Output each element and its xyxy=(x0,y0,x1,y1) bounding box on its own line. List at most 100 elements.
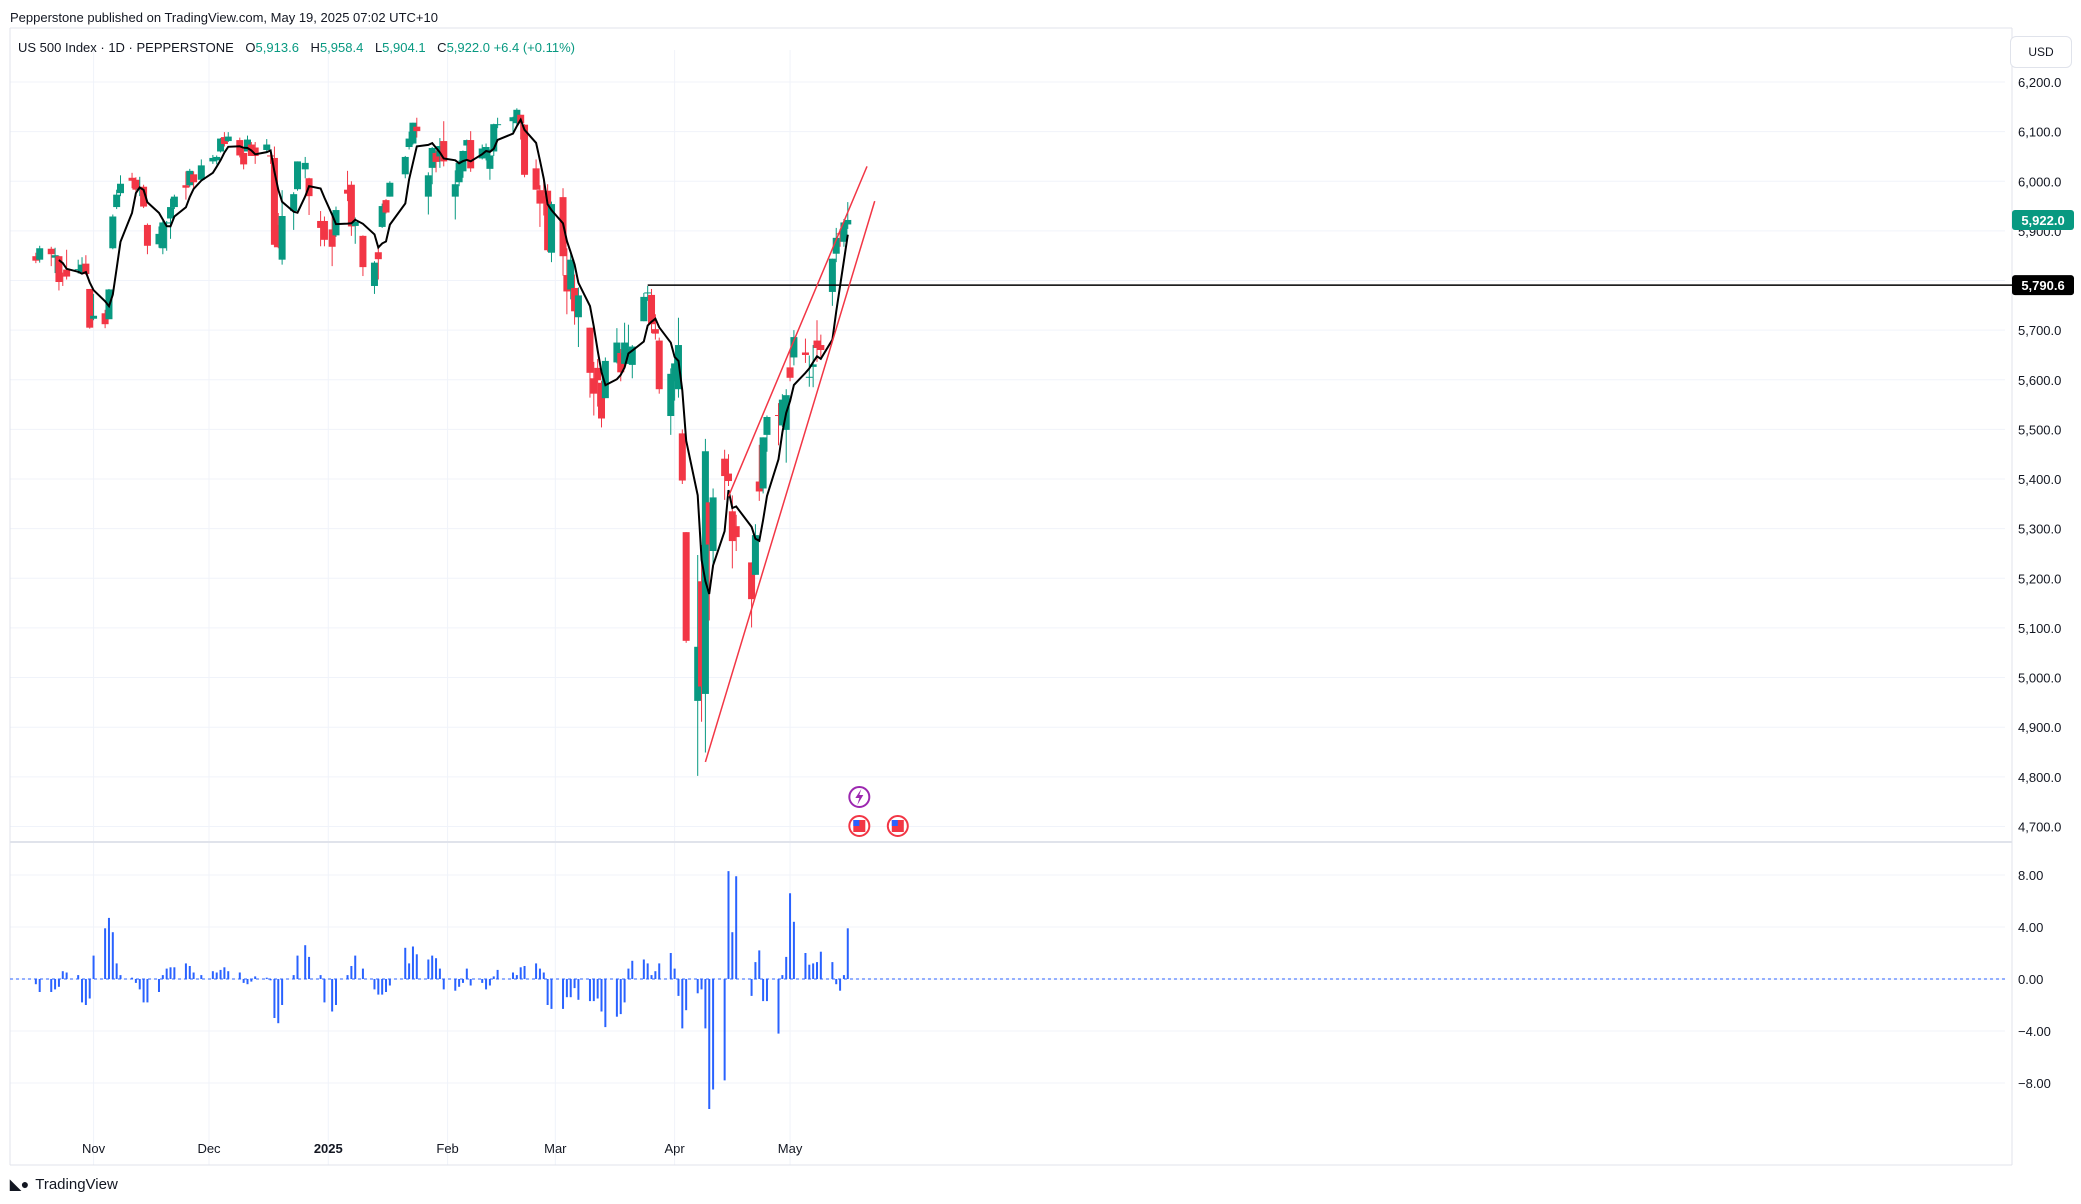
osc-y-tick-label: 0.00 xyxy=(2018,972,2043,987)
y-tick-label: 5,700.0 xyxy=(2018,323,2061,338)
level-price-tag xyxy=(2012,275,2074,296)
low-value: 5,904.1 xyxy=(382,40,426,55)
y-tick-label: 5,500.0 xyxy=(2018,422,2061,437)
candle-body xyxy=(351,221,359,226)
brand[interactable]: ◣● TradingView xyxy=(10,1176,118,1193)
candle-body xyxy=(748,562,756,600)
candle-body xyxy=(401,156,409,175)
candle-body xyxy=(143,224,151,246)
x-tick-label: Mar xyxy=(544,1141,567,1156)
candle-body xyxy=(763,417,771,435)
candle-body xyxy=(224,136,232,142)
tradingview-logo-icon: ◣● xyxy=(10,1176,30,1192)
candle-body xyxy=(574,295,582,318)
candle-body xyxy=(209,157,217,162)
osc-y-tick-label: −4.00 xyxy=(2018,1024,2051,1039)
candle-body xyxy=(197,165,205,180)
candle-body xyxy=(274,224,282,248)
osc-y-tick-label: 8.00 xyxy=(2018,868,2043,883)
x-tick-label: 2025 xyxy=(314,1141,343,1156)
close-value: 5,922.0 xyxy=(446,40,490,55)
candle-body xyxy=(844,219,852,225)
candle-body xyxy=(47,248,55,255)
candle-body xyxy=(601,360,609,399)
y-tick-label: 5,100.0 xyxy=(2018,621,2061,636)
candle-body xyxy=(378,206,386,227)
candle-body xyxy=(836,233,844,235)
candle-body xyxy=(236,140,244,156)
candle-body xyxy=(409,122,417,144)
candle-body xyxy=(163,222,171,224)
candle-body xyxy=(590,378,598,394)
lightning-icon xyxy=(855,789,864,805)
candle-body xyxy=(594,367,602,381)
candle-body xyxy=(728,511,736,542)
candle-body xyxy=(805,376,813,378)
candle-body xyxy=(405,138,413,148)
y-tick-label: 5,200.0 xyxy=(2018,571,2061,586)
y-tick-label: 4,700.0 xyxy=(2018,819,2061,834)
currency-button[interactable]: USD xyxy=(2010,36,2072,68)
open-value: 5,913.6 xyxy=(255,40,299,55)
candle-body xyxy=(190,174,198,183)
candle-body xyxy=(382,200,390,213)
x-tick-label: May xyxy=(778,1141,803,1156)
x-tick-label: Feb xyxy=(436,1141,458,1156)
candle-body xyxy=(640,296,648,322)
candle-body xyxy=(74,269,82,271)
candle-body xyxy=(86,288,94,328)
candle-body xyxy=(778,399,786,426)
high-value: 5,958.4 xyxy=(319,40,364,55)
us-flag-canton xyxy=(891,820,898,826)
change-value: +6.4 (+0.11%) xyxy=(493,40,575,55)
x-tick-label: Dec xyxy=(197,1141,221,1156)
candle-body xyxy=(698,581,706,687)
y-tick-label: 5,600.0 xyxy=(2018,373,2061,388)
candle-body xyxy=(128,177,136,181)
candle-body xyxy=(113,194,121,208)
candle-body xyxy=(451,184,459,197)
candle-body xyxy=(63,269,71,277)
candle-body xyxy=(724,473,732,482)
candle-body xyxy=(440,141,448,162)
candle-body xyxy=(709,497,717,552)
candle-body xyxy=(251,147,259,156)
candle-body xyxy=(651,329,659,334)
candle-body xyxy=(413,126,421,132)
candle-body xyxy=(532,168,540,190)
event-markers xyxy=(848,786,909,837)
candle-body xyxy=(117,183,125,194)
brand-name: TradingView xyxy=(35,1176,118,1193)
candle-body xyxy=(832,237,840,254)
candle-body xyxy=(263,144,271,150)
candle-body xyxy=(486,155,494,169)
channel-upper-line xyxy=(727,166,868,497)
candle-body xyxy=(51,255,59,258)
candle-body xyxy=(790,337,798,358)
candle-body xyxy=(182,185,190,188)
candle-body xyxy=(370,262,378,286)
candle-body xyxy=(586,327,594,373)
symbol-label[interactable]: US 500 Index · 1D · PEPPERSTONE xyxy=(18,40,234,55)
open-label: O xyxy=(245,40,256,55)
candle-body xyxy=(432,152,440,162)
candle-body xyxy=(278,216,286,260)
candle-body xyxy=(732,526,740,538)
candle-body xyxy=(775,415,783,417)
candle-body xyxy=(359,235,367,268)
y-tick-label: 6,000.0 xyxy=(2018,174,2061,189)
candle-body xyxy=(386,182,394,197)
close-label: C xyxy=(437,40,447,55)
candle-body xyxy=(540,196,548,204)
candle-body xyxy=(817,345,825,351)
last-price-label: 5,922.0 xyxy=(2021,213,2064,228)
candle-body xyxy=(547,204,555,253)
candle-body xyxy=(301,162,309,170)
candle-body xyxy=(240,152,248,165)
candle-body xyxy=(536,190,544,204)
osc-y-tick-label: −8.00 xyxy=(2018,1076,2051,1091)
candle-body xyxy=(290,194,298,212)
candle-body xyxy=(667,373,675,417)
candle-body xyxy=(317,220,325,228)
candle-body xyxy=(374,252,382,260)
